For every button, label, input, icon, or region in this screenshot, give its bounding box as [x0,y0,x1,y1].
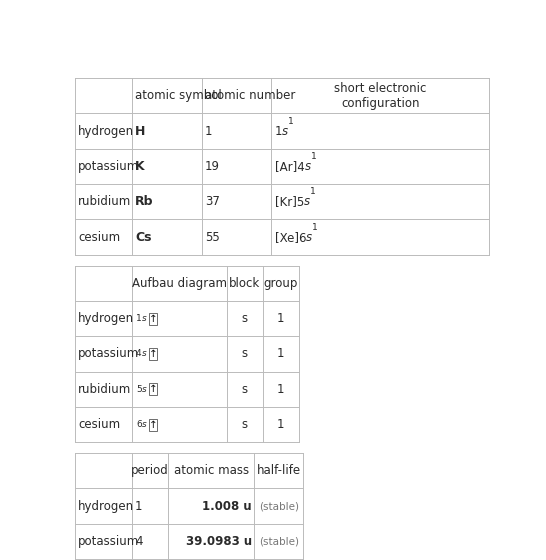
Text: s: s [141,349,146,358]
Text: hydrogen: hydrogen [78,500,134,512]
Text: atomic symbol: atomic symbol [135,89,222,102]
Text: s: s [304,195,310,208]
Text: [Ar]4: [Ar]4 [275,160,305,173]
Text: Rb: Rb [135,195,153,208]
Text: 1: 1 [135,500,143,512]
Text: 6: 6 [136,420,142,429]
Text: 1: 1 [288,116,294,125]
Text: 1: 1 [311,152,316,161]
Text: potassium: potassium [78,535,139,548]
Text: cesium: cesium [78,418,120,431]
Text: 4: 4 [135,535,143,548]
Text: Cs: Cs [135,231,152,244]
Text: potassium: potassium [78,160,139,173]
Text: 1: 1 [205,124,212,138]
Text: s: s [142,314,146,323]
Text: 37: 37 [205,195,220,208]
Text: s: s [242,383,248,396]
Text: 55: 55 [205,231,219,244]
Text: ↑: ↑ [149,314,158,324]
Text: s: s [142,420,146,429]
Text: ↑: ↑ [149,384,158,394]
Text: cesium: cesium [78,231,120,244]
Text: half-life: half-life [257,464,301,477]
Text: atomic mass: atomic mass [174,464,248,477]
Text: ↑: ↑ [149,349,157,359]
FancyBboxPatch shape [149,419,157,431]
Text: s: s [306,231,312,244]
Text: period: period [131,464,169,477]
Text: short electronic
configuration: short electronic configuration [334,82,426,110]
Text: group: group [264,277,298,290]
Text: (stable): (stable) [259,501,299,511]
FancyBboxPatch shape [149,383,157,395]
Text: s: s [242,418,248,431]
Text: s: s [242,312,248,325]
Text: block: block [229,277,260,290]
Text: 1: 1 [136,314,142,323]
Text: s: s [282,124,288,138]
Text: hydrogen: hydrogen [78,124,134,138]
Text: 1: 1 [277,418,284,431]
Text: rubidium: rubidium [78,383,131,396]
Text: 1: 1 [277,383,284,396]
Text: 5: 5 [136,385,142,394]
Text: potassium: potassium [78,347,139,361]
Text: H: H [135,124,145,138]
Text: 1: 1 [277,312,284,325]
Text: s: s [305,160,311,173]
Text: s: s [242,347,248,361]
Text: 4: 4 [136,349,141,358]
Text: [Kr]5: [Kr]5 [275,195,304,208]
Text: atomic number: atomic number [205,89,295,102]
Text: s: s [142,385,146,394]
Text: 19: 19 [205,160,220,173]
Text: K: K [135,160,145,173]
Text: 39.0983 u: 39.0983 u [186,535,252,548]
Text: 1: 1 [277,347,284,361]
Text: 1: 1 [310,188,316,197]
FancyBboxPatch shape [149,348,157,360]
Text: 1: 1 [312,223,318,232]
Text: ↑: ↑ [149,419,158,430]
Text: Aufbau diagram: Aufbau diagram [132,277,227,290]
Text: 1: 1 [275,124,282,138]
Text: (stable): (stable) [259,536,299,547]
FancyBboxPatch shape [149,312,157,325]
Text: hydrogen: hydrogen [78,312,134,325]
Text: 1.008 u: 1.008 u [202,500,252,512]
Text: rubidium: rubidium [78,195,131,208]
Text: [Xe]6: [Xe]6 [275,231,306,244]
